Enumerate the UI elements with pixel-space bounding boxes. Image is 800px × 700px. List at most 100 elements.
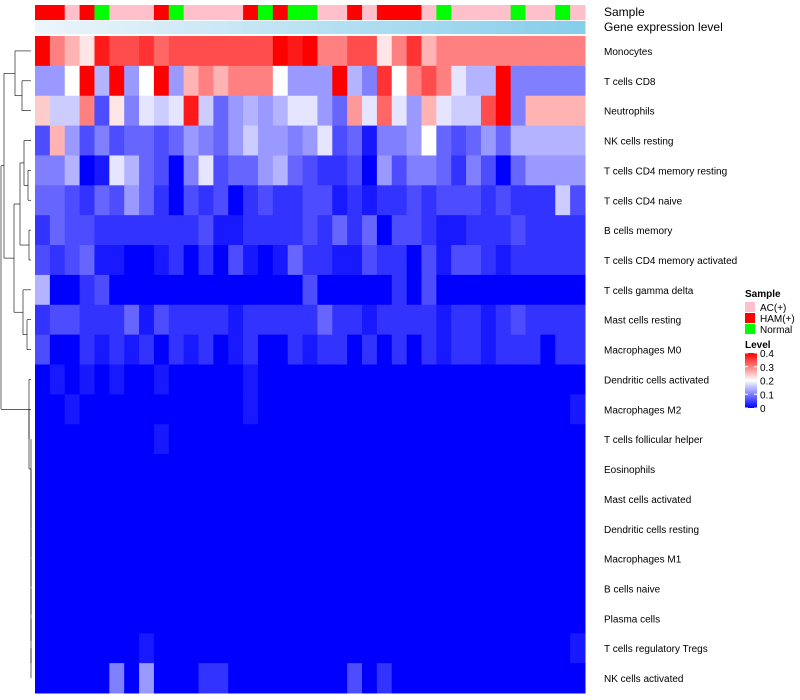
heatmap-cell — [257, 36, 274, 67]
heatmap-cell — [510, 364, 527, 395]
heatmap-cell — [525, 543, 541, 575]
heatmap-cell — [153, 394, 170, 425]
heatmap-cell — [64, 454, 81, 485]
heatmap-cell — [317, 513, 333, 545]
heatmap-cell — [362, 334, 378, 365]
heatmap-cell — [124, 633, 140, 664]
level-tick-label: 0.1 — [760, 390, 774, 401]
heatmap-cell — [49, 663, 66, 694]
heatmap-cell — [391, 394, 408, 425]
heatmap-cell — [466, 215, 482, 246]
heatmap-cell — [391, 304, 408, 336]
heatmap-cell — [347, 394, 363, 425]
heatmap-cell — [94, 155, 110, 186]
heatmap-cell — [124, 483, 140, 515]
heatmap-cell — [302, 36, 318, 67]
heatmap-cell — [540, 65, 556, 97]
heatmap-cell — [451, 663, 467, 694]
heatmap-cell — [153, 36, 170, 67]
heatmap-cell — [257, 483, 274, 515]
heatmap-cell — [257, 215, 274, 246]
heatmap-cell — [466, 543, 482, 575]
heatmap-cell — [495, 394, 512, 425]
heatmap-cell — [198, 513, 214, 545]
heatmap-cell — [272, 513, 289, 545]
heatmap-cell — [49, 603, 66, 634]
heatmap-cell — [495, 573, 512, 604]
heatmap-cell — [287, 573, 304, 604]
heatmap-cell — [124, 573, 140, 604]
heatmap-cell — [139, 274, 155, 306]
heatmap-cell — [124, 334, 140, 365]
heatmap-cell — [64, 394, 81, 425]
expression-annotation-cell — [525, 21, 541, 34]
heatmap-cell — [436, 155, 452, 186]
expression-annotation-cell — [317, 21, 333, 34]
heatmap-cell — [153, 573, 170, 604]
heatmap-cell — [257, 394, 274, 425]
heatmap-cell — [168, 603, 185, 634]
heatmap-cell — [540, 424, 556, 455]
heatmap-cell — [317, 274, 333, 306]
heatmap-cell — [466, 245, 482, 276]
heatmap-cell — [302, 424, 318, 455]
heatmap-cell — [213, 65, 229, 97]
heatmap-cell — [213, 185, 229, 216]
heatmap-cell — [570, 483, 586, 515]
sample-annotation-cell — [525, 5, 541, 20]
heatmap-cell — [480, 215, 497, 246]
heatmap-cell — [35, 274, 51, 306]
expression-annotation-cell — [94, 21, 110, 34]
heatmap-cell — [362, 513, 378, 545]
heatmap-cell — [243, 424, 259, 455]
expression-annotation-cell — [540, 21, 556, 34]
heatmap-cell — [332, 394, 348, 425]
heatmap-cell — [466, 454, 482, 485]
heatmap-cell — [495, 95, 512, 127]
heatmap-cell — [376, 573, 393, 604]
heatmap-cell — [525, 663, 541, 694]
heatmap-cell — [257, 334, 274, 365]
heatmap-cell — [376, 215, 393, 246]
heatmap-cell — [168, 663, 185, 694]
heatmap-cell — [183, 663, 200, 694]
heatmap-cell — [228, 304, 244, 336]
heatmap-cell — [570, 663, 586, 694]
sample-annotation-cell — [213, 5, 229, 20]
heatmap-cell — [466, 513, 482, 545]
heatmap-cell — [347, 454, 363, 485]
heatmap-cell — [376, 454, 393, 485]
heatmap-cell — [466, 483, 482, 515]
heatmap-cell — [510, 95, 527, 127]
heatmap-cell — [362, 185, 378, 216]
heatmap-cell — [406, 95, 422, 127]
heatmap-cell — [555, 334, 571, 365]
heatmap-cell — [183, 603, 200, 634]
heatmap-cell — [362, 95, 378, 127]
expression-annotation-cell — [332, 21, 348, 34]
heatmap-cell — [64, 155, 81, 186]
heatmap-cell — [198, 245, 214, 276]
heatmap-cell — [570, 334, 586, 365]
heatmap-cell — [35, 215, 51, 246]
heatmap-cell — [332, 65, 348, 97]
heatmap-cell — [64, 304, 81, 336]
heatmap-cell — [362, 573, 378, 604]
heatmap-cell — [168, 95, 185, 127]
heatmap-cell — [332, 95, 348, 127]
heatmap-cell — [466, 603, 482, 634]
heatmap-cell — [272, 185, 289, 216]
heatmap-cell — [362, 483, 378, 515]
legend-sample-label: Normal — [760, 325, 792, 336]
heatmap-cell — [421, 663, 437, 694]
heatmap-cell — [213, 573, 229, 604]
heatmap-cell — [317, 633, 333, 664]
heatmap-cell — [153, 663, 170, 694]
heatmap-cell — [49, 424, 66, 455]
expression-annotation-cell — [466, 21, 482, 34]
heatmap-cell — [332, 274, 348, 306]
heatmap-cell — [49, 36, 66, 67]
heatmap-cell — [168, 155, 185, 186]
expression-annotation-cell — [480, 21, 497, 34]
